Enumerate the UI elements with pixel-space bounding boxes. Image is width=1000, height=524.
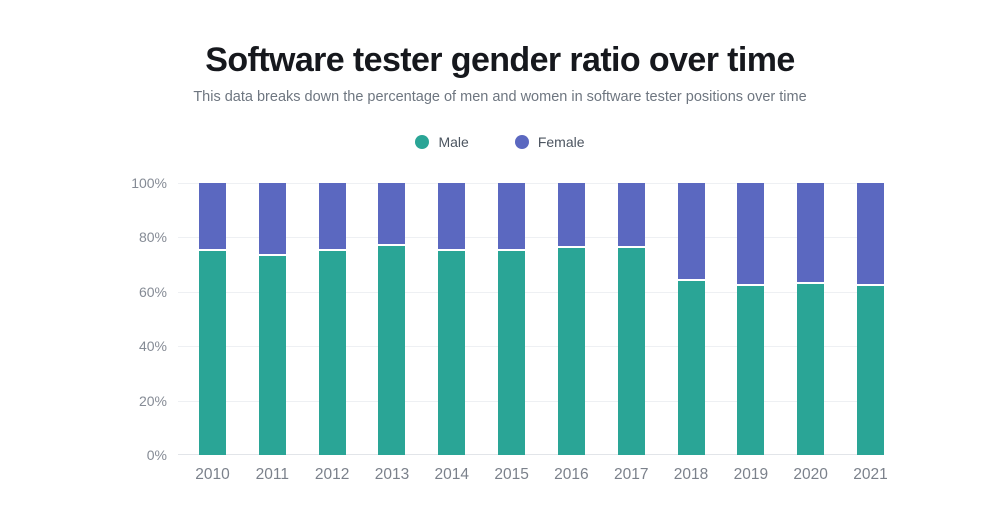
chart-title: Software tester gender ratio over time bbox=[205, 41, 795, 79]
bars-container bbox=[178, 183, 884, 455]
gridline-40pct bbox=[178, 346, 884, 348]
bar-2016[interactable] bbox=[557, 183, 585, 455]
y-tick-60pct: 60% bbox=[138, 283, 167, 300]
bar-2017[interactable] bbox=[617, 183, 645, 455]
x-tick-2018: 2018 bbox=[673, 466, 709, 483]
y-tick-100pct: 100% bbox=[131, 175, 167, 191]
x-tick-2013: 2013 bbox=[374, 466, 410, 483]
bar-2019[interactable] bbox=[737, 183, 765, 455]
x-tick-2016: 2016 bbox=[554, 466, 589, 483]
legend-label-female: Female bbox=[537, 134, 585, 150]
gridline-100pct bbox=[178, 183, 884, 184]
female-segment-2013[interactable] bbox=[378, 183, 406, 246]
female-series-swatch-icon bbox=[514, 135, 529, 149]
x-tick-2019: 2019 bbox=[733, 466, 769, 483]
bar-2013[interactable] bbox=[378, 183, 406, 455]
male-segment-2014[interactable] bbox=[438, 251, 466, 455]
x-tick-2014: 2014 bbox=[434, 466, 469, 483]
male-series-swatch-icon bbox=[415, 135, 430, 149]
male-segment-2012[interactable] bbox=[318, 251, 346, 455]
male-segment-2018[interactable] bbox=[677, 280, 705, 455]
male-segment-2010[interactable] bbox=[199, 251, 226, 455]
female-segment-2014[interactable] bbox=[438, 183, 466, 251]
female-segment-2020[interactable] bbox=[797, 183, 825, 284]
female-segment-2015[interactable] bbox=[498, 183, 526, 251]
male-segment-2017[interactable] bbox=[617, 248, 645, 455]
gridline-20pct bbox=[178, 400, 884, 402]
male-segment-2011[interactable] bbox=[258, 256, 286, 455]
x-tick-2011: 2011 bbox=[255, 466, 289, 483]
legend-item-male[interactable]: Male bbox=[415, 134, 469, 150]
male-segment-2021[interactable] bbox=[856, 286, 884, 455]
y-axis: 0% 20% 40% 60% 80% 100% bbox=[118, 175, 167, 463]
female-segment-2011[interactable] bbox=[258, 183, 286, 257]
male-segment-2015[interactable] bbox=[498, 251, 526, 455]
bar-2010[interactable] bbox=[199, 183, 226, 455]
female-segment-2018[interactable] bbox=[677, 183, 705, 281]
legend-label-male: Male bbox=[438, 134, 469, 150]
female-segment-2016[interactable] bbox=[557, 183, 585, 249]
male-segment-2020[interactable] bbox=[797, 283, 825, 455]
male-segment-2013[interactable] bbox=[378, 245, 406, 455]
x-tick-2010: 2010 bbox=[195, 466, 230, 483]
y-tick-20pct: 20% bbox=[138, 392, 167, 409]
y-tick-80pct: 80% bbox=[138, 229, 167, 246]
plot-area bbox=[178, 183, 884, 455]
gridline-80pct bbox=[178, 237, 884, 239]
x-axis: 2010 2011 2012 2013 2014 2015 2016 2017 2018 2019… bbox=[178, 466, 888, 484]
male-segment-2019[interactable] bbox=[737, 286, 765, 455]
bar-2011[interactable] bbox=[258, 183, 286, 455]
gridline-60pct bbox=[178, 291, 884, 293]
bar-2020[interactable] bbox=[797, 183, 825, 455]
legend: Male Female bbox=[0, 134, 1000, 150]
female-segment-2012[interactable] bbox=[318, 183, 346, 251]
x-tick-2021: 2021 bbox=[853, 466, 888, 483]
legend-item-female[interactable]: Female bbox=[514, 134, 585, 150]
bar-2015[interactable] bbox=[498, 183, 526, 455]
gridline-0pct bbox=[178, 454, 884, 455]
x-tick-2015: 2015 bbox=[494, 466, 529, 483]
y-tick-40pct: 40% bbox=[138, 338, 167, 355]
female-segment-2010[interactable] bbox=[199, 183, 226, 251]
bar-2018[interactable] bbox=[677, 183, 705, 455]
bar-2012[interactable] bbox=[318, 183, 346, 455]
bar-2014[interactable] bbox=[438, 183, 466, 455]
x-tick-2012: 2012 bbox=[314, 466, 350, 483]
male-segment-2016[interactable] bbox=[557, 248, 585, 455]
y-tick-0pct: 0% bbox=[146, 447, 167, 463]
chart-subtitle: This data breaks down the percentage of … bbox=[193, 89, 807, 105]
x-tick-2020: 2020 bbox=[793, 466, 828, 483]
female-segment-2019[interactable] bbox=[737, 183, 765, 287]
female-segment-2021[interactable] bbox=[856, 183, 884, 287]
bar-2021[interactable] bbox=[856, 183, 884, 455]
female-segment-2017[interactable] bbox=[617, 183, 645, 249]
x-tick-2017: 2017 bbox=[613, 466, 649, 483]
